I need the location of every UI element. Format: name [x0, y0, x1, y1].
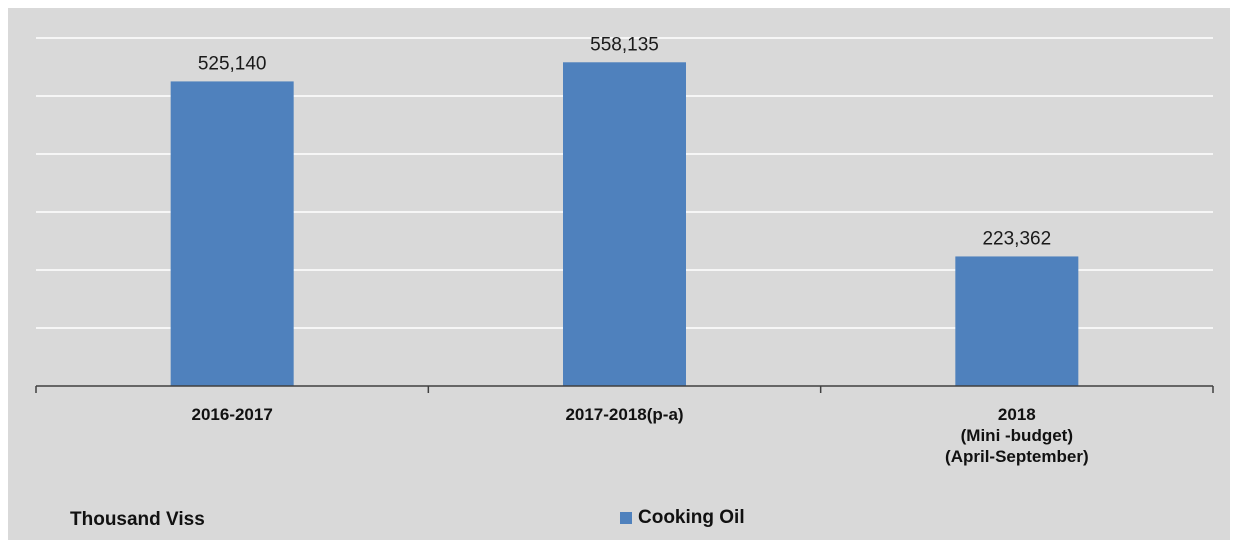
x-tick-label: 2017-2018(p-a) — [565, 405, 683, 424]
data-label: 525,140 — [198, 53, 267, 74]
legend: Cooking Oil — [620, 507, 745, 529]
bar — [563, 62, 686, 386]
legend-swatch — [620, 512, 632, 524]
x-tick-label: 2018 (Mini -budget) (April-September) — [945, 405, 1089, 466]
data-label: 223,362 — [982, 228, 1051, 249]
bar — [170, 81, 294, 387]
data-label: 558,135 — [590, 34, 659, 55]
unit-label: Thousand Viss — [70, 509, 205, 530]
x-tick-label: 2016-2017 — [192, 405, 273, 424]
chart-frame: 525,140 558,135 223,362 2016-2017 2017-2018(… — [8, 8, 1230, 540]
bar-chart: 525,140 558,135 223,362 2016-2017 2017-2018(… — [35, 34, 1214, 466]
legend-label: Cooking Oil — [638, 507, 745, 528]
bar — [955, 256, 1079, 386]
